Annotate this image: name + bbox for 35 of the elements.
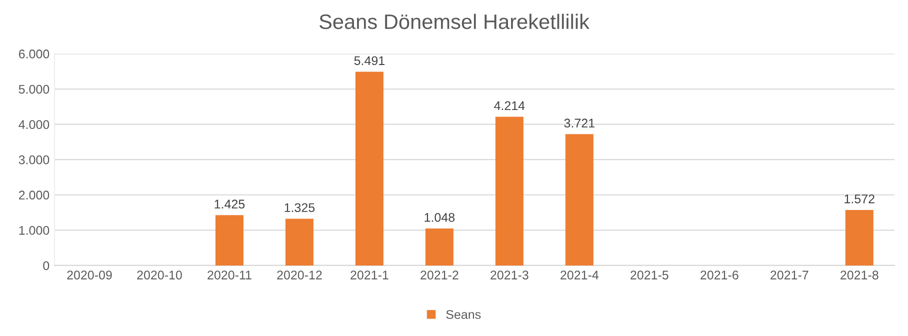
- x-tick-label: 2021-3: [490, 270, 528, 280]
- bar: [355, 72, 384, 266]
- bar: [215, 215, 244, 266]
- data-label: 1.325: [284, 203, 315, 212]
- x-tick-label: 2021-7: [770, 270, 808, 280]
- data-label: 3.721: [564, 118, 594, 128]
- bar: [285, 218, 314, 266]
- y-tick-label: 4.000: [18, 120, 50, 129]
- x-tick-label: 2021-5: [630, 270, 668, 280]
- y-tick-label: 6.000: [18, 50, 50, 58]
- x-tick-label: 2020-10: [137, 270, 182, 280]
- x-tick-label: 2021-4: [560, 270, 599, 280]
- y-tick-label: 2.000: [18, 190, 50, 200]
- bar: [565, 134, 594, 266]
- x-tick-label: 2021-2: [420, 270, 458, 280]
- bar: [845, 210, 874, 266]
- chart-title: Seans Dönemsel Hareketllilik: [319, 14, 590, 30]
- x-tick-label: 2020-09: [67, 270, 112, 280]
- data-label: 1.572: [844, 194, 874, 204]
- y-tick-label: 0: [43, 261, 50, 270]
- data-label: 1.048: [424, 212, 455, 222]
- data-label: 5.491: [354, 56, 384, 66]
- y-tick-label: 3.000: [18, 155, 50, 164]
- x-tick-label: 2020-12: [277, 270, 322, 280]
- bar: [425, 228, 454, 266]
- y-tick-label: 5.000: [18, 84, 50, 94]
- data-label: 4.214: [494, 101, 525, 110]
- data-label: 1.425: [214, 200, 245, 209]
- x-tick-label: 2021-6: [700, 270, 738, 280]
- legend-label: Seans: [446, 310, 481, 319]
- x-tick-label: 2021-1: [350, 270, 388, 280]
- x-tick-label: 2020-11: [208, 270, 252, 280]
- bar: [495, 116, 524, 266]
- x-tick-label: 2021-8: [840, 270, 878, 280]
- y-tick-label: 1.000: [19, 226, 50, 235]
